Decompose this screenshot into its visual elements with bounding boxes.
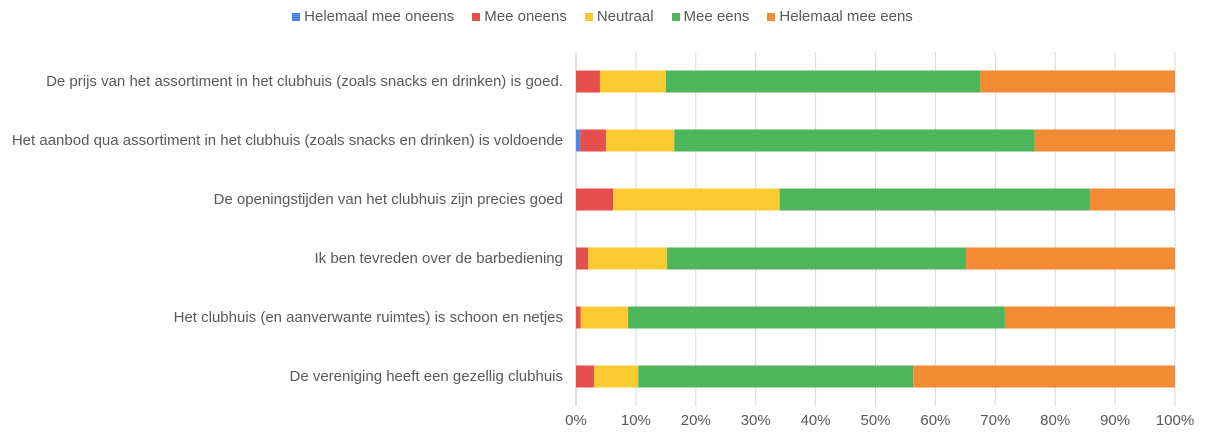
bar-segment xyxy=(576,306,581,329)
bar-segment xyxy=(628,306,1005,329)
bar-segment xyxy=(576,247,588,270)
category-label: Het clubhuis (en aanverwante ruimtes) is… xyxy=(173,308,563,326)
bar-segment xyxy=(638,365,914,388)
legend-swatch xyxy=(671,12,680,21)
bar-segment xyxy=(779,188,1090,211)
bar-segment xyxy=(576,129,581,152)
bar-segment xyxy=(576,365,594,388)
bar-segment xyxy=(587,247,668,270)
x-tick-label: 70% xyxy=(980,412,1010,429)
x-tick-label: 0% xyxy=(565,412,587,429)
bar-segment xyxy=(1089,188,1175,211)
bar-segment xyxy=(1004,306,1175,329)
x-tick-label: 30% xyxy=(741,412,771,429)
bar-segment xyxy=(674,129,1035,152)
bar-segment xyxy=(980,70,1175,93)
legend: Helemaal mee oneens Mee oneens Neutraal Mee… xyxy=(0,8,1205,25)
bar-segment xyxy=(665,70,981,93)
bar-segment xyxy=(667,247,966,270)
bar-segment xyxy=(580,306,629,329)
legend-item: Neutraal xyxy=(584,8,654,25)
x-tick-label: 20% xyxy=(681,412,711,429)
x-tick-label: 90% xyxy=(1100,412,1130,429)
bar-segment xyxy=(913,365,1175,388)
legend-label: Helemaal mee eens xyxy=(779,8,913,25)
category-label: De vereniging heeft een gezellig clubhui… xyxy=(289,367,563,385)
bar-segment xyxy=(605,129,675,152)
bar-segment xyxy=(576,70,600,93)
bar-segment xyxy=(613,188,780,211)
legend-item: Helemaal mee oneens xyxy=(292,8,454,25)
category-label: De openingstijden van het clubhuis zijn … xyxy=(213,190,563,208)
category-label: De prijs van het assortiment in het club… xyxy=(46,72,563,90)
legend-item: Mee eens xyxy=(671,8,750,25)
bar-segment xyxy=(576,188,614,211)
x-tick-label: 40% xyxy=(801,412,831,429)
legend-label: Mee eens xyxy=(683,8,750,25)
category-label: Ik ben tevreden over de barbediening xyxy=(314,249,563,267)
bar-segment xyxy=(599,70,666,93)
x-tick-label: 10% xyxy=(621,412,651,429)
bar-segment xyxy=(593,365,639,388)
legend-swatch xyxy=(767,12,776,21)
x-tick-label: 80% xyxy=(1040,412,1070,429)
legend-swatch xyxy=(472,12,481,21)
x-tick-label: 50% xyxy=(860,412,890,429)
bar-segment xyxy=(1034,129,1175,152)
legend-item: Helemaal mee eens xyxy=(767,8,913,25)
x-tick-label: 60% xyxy=(920,412,950,429)
category-label: Het aanbod qua assortiment in het clubhu… xyxy=(11,131,563,149)
legend-label: Mee oneens xyxy=(484,8,567,25)
bar-segment xyxy=(580,129,606,152)
legend-label: Helemaal mee oneens xyxy=(304,8,455,25)
legend-label: Neutraal xyxy=(596,8,654,25)
x-tick-label: 100% xyxy=(1156,412,1194,429)
legend-swatch xyxy=(584,12,593,21)
legend-swatch xyxy=(292,12,301,21)
bar-segment xyxy=(965,247,1175,270)
legend-item: Mee oneens xyxy=(472,8,567,25)
